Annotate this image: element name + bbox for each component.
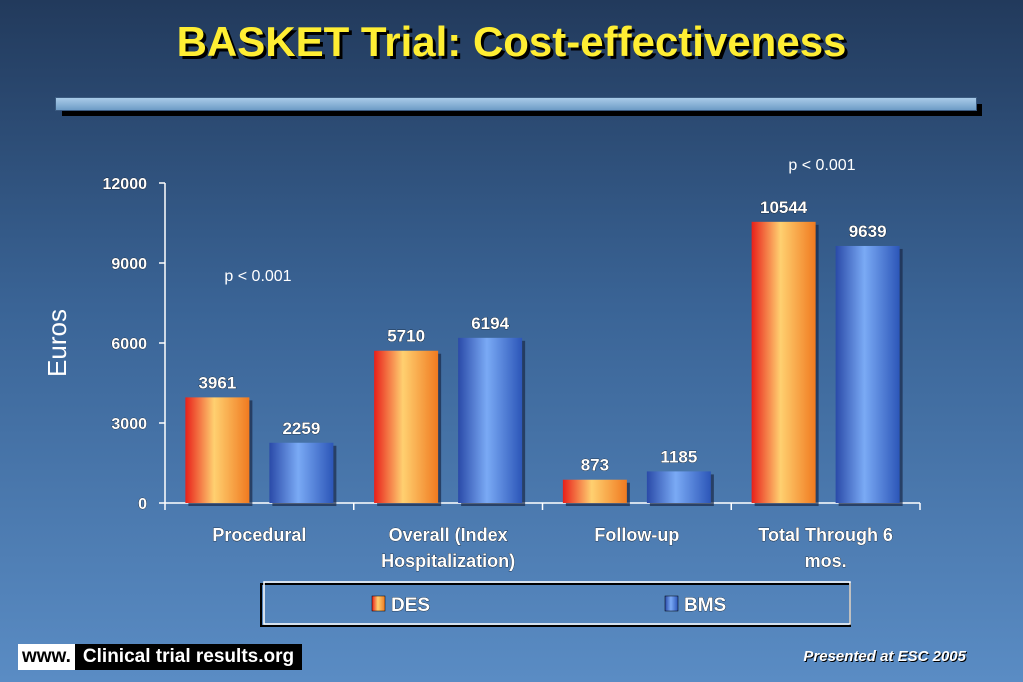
legend-label-bms: BMS [684, 595, 726, 616]
data-label: 873 [581, 456, 609, 475]
y-tick-label: 12000 [103, 176, 148, 193]
data-label: 3961 [198, 373, 236, 392]
y-tick-label: 3000 [111, 416, 147, 433]
legend-swatch-bms [664, 595, 679, 612]
x-tick-label: Procedural [212, 525, 306, 545]
data-label: 9639 [849, 222, 887, 241]
y-tick-label: 0 [138, 496, 147, 513]
y-tick-label: 9000 [111, 256, 147, 273]
p-value-annotation: p < 0.001 [788, 157, 855, 174]
x-tick-label: Total Through 6 [758, 525, 893, 545]
data-label: 1185 [660, 447, 697, 466]
data-label: 10544 [760, 198, 808, 217]
footer-www: www. [18, 644, 75, 670]
legend-label-des: DES [391, 595, 430, 616]
legend-swatch-des [371, 595, 386, 612]
p-value-annotation: p < 0.001 [224, 268, 291, 285]
y-axis-label: Euros [42, 309, 72, 377]
legend-box [263, 581, 851, 625]
bar-bms [269, 442, 334, 503]
data-label: 6194 [471, 314, 509, 333]
bar-des [751, 221, 816, 503]
footer-logo[interactable]: www. Clinical trial results.org [18, 643, 303, 671]
title-divider [55, 97, 977, 111]
data-label: 2259 [282, 419, 320, 438]
legend-box-shadow [260, 583, 851, 627]
x-tick-label: Hospitalization) [381, 551, 515, 571]
x-tick-label: mos. [805, 551, 847, 571]
bar-bms [458, 337, 523, 503]
bar-des [562, 479, 627, 503]
footer-site-name: Clinical trial results.org [74, 644, 303, 670]
bar-bms [835, 245, 900, 503]
page-title: BASKET Trial: Cost-effectiveness [176, 18, 847, 65]
x-tick-label: Follow-up [594, 525, 679, 545]
y-tick-label: 6000 [111, 336, 147, 353]
bar-des [185, 397, 250, 503]
data-label: 5710 [387, 327, 425, 346]
bar-bms [646, 471, 711, 503]
presented-note: Presented at ESC 2005 [803, 648, 966, 665]
bar-des [374, 350, 439, 503]
x-tick-label: Overall (Index [389, 525, 508, 545]
